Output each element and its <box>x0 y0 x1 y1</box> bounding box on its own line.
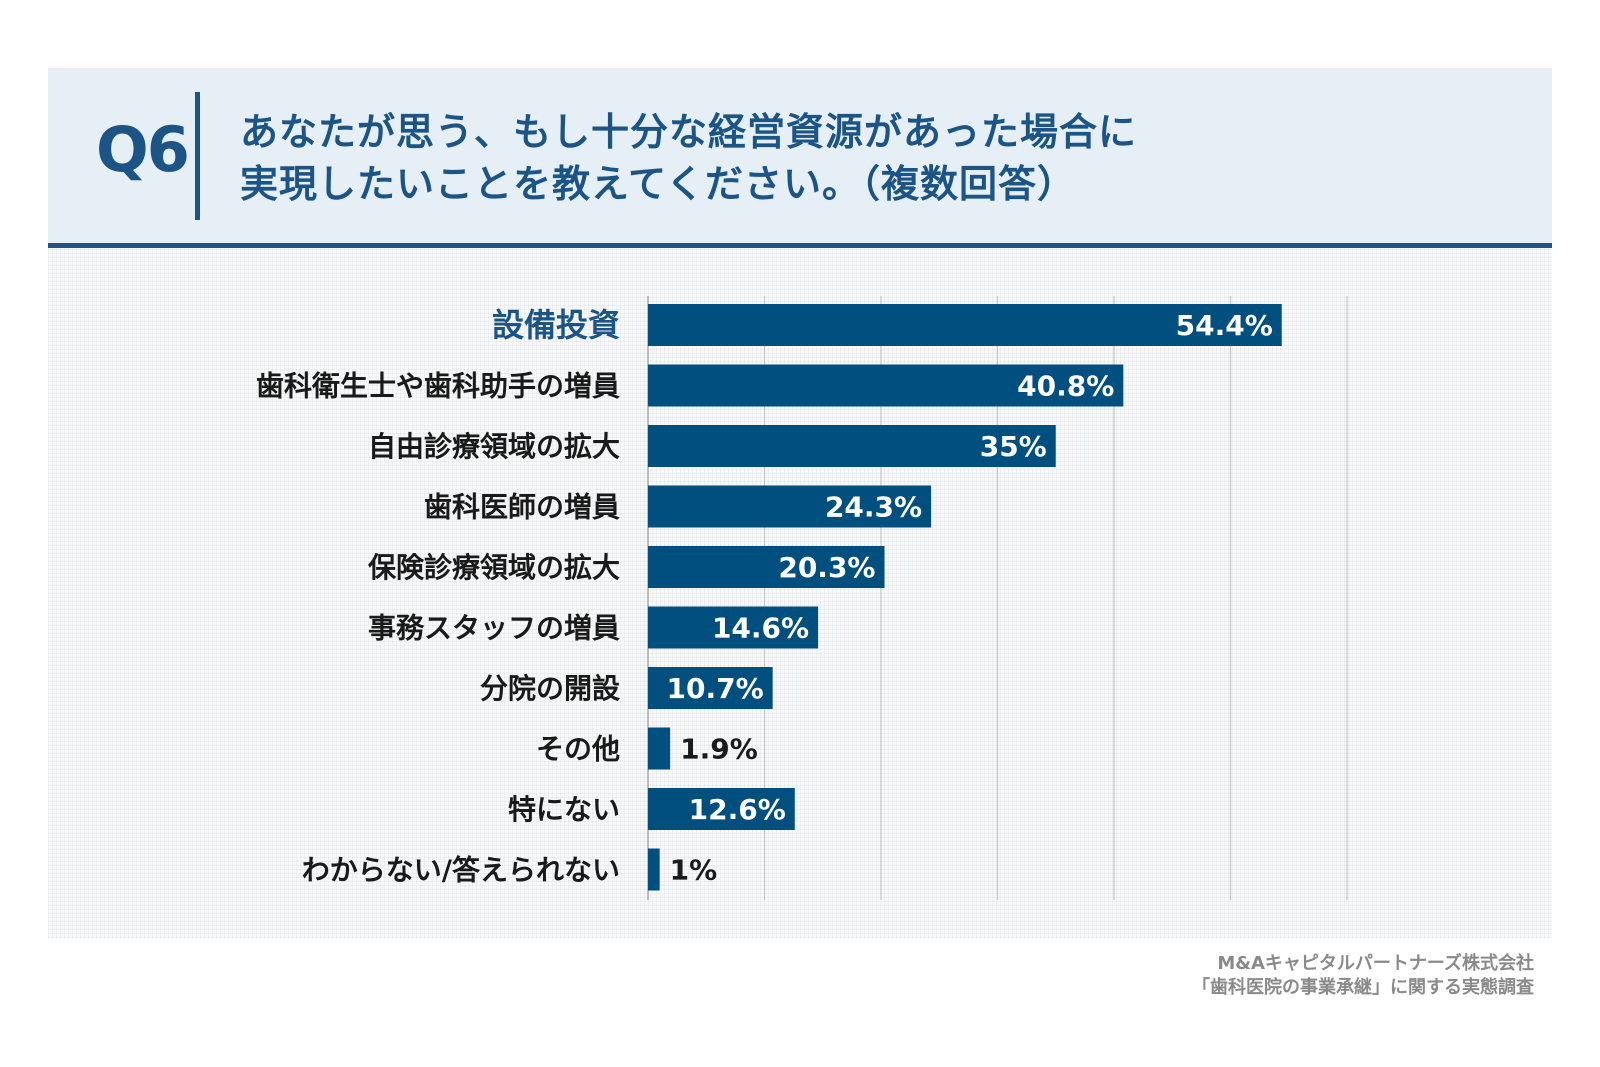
category-label: 特にない <box>508 793 620 826</box>
bar <box>648 425 1056 467</box>
category-label: 歯科衛生士や歯科助手の増員 <box>256 370 620 403</box>
value-label: 54.4% <box>1176 309 1273 342</box>
category-label: 自由診療領域の拡大 <box>368 430 620 463</box>
category-label: 保険診療領域の拡大 <box>368 551 620 584</box>
bar <box>648 485 932 528</box>
question-number: Q6 <box>96 113 190 186</box>
category-label: 分院の開設 <box>480 672 621 705</box>
bar <box>648 606 819 649</box>
value-label: 1% <box>670 854 718 887</box>
category-label: 設備投資 <box>492 306 620 344</box>
value-label: 40.8% <box>1017 370 1114 403</box>
header-divider <box>195 92 200 220</box>
category-label: わからない/答えられない <box>302 854 620 887</box>
question-text: あなたが思う、もし十分な経営資源があった場合に 実現したいことを教えてください。… <box>240 106 1137 210</box>
value-label: 35% <box>980 430 1047 463</box>
question-text-line-1: あなたが思う、もし十分な経営資源があった場合に <box>240 110 1138 154</box>
value-label: 20.3% <box>778 551 875 584</box>
bar <box>648 848 660 891</box>
category-label: 歯科医師の増員 <box>424 491 620 524</box>
question-header: Q6 あなたが思う、もし十分な経営資源があった場合に 実現したいことを教えてくだ… <box>48 68 1552 248</box>
value-label: 10.7% <box>667 672 764 705</box>
value-label: 14.6% <box>712 612 809 645</box>
value-label: 24.3% <box>825 491 922 524</box>
bar <box>648 304 1282 346</box>
category-label: 事務スタッフの増員 <box>368 612 620 645</box>
bar-chart: 設備投資 54.4% 歯科衛生士や歯科助手の増員 40.8% 自由診療領域の拡大 35% 歯… <box>256 296 1348 900</box>
bar <box>648 788 795 830</box>
source-survey: 「歯科医院の事業承継」に関する実態調査 <box>1192 977 1534 998</box>
bar <box>648 364 1124 407</box>
bar <box>648 727 671 770</box>
chart-area: 設備投資 54.4% 歯科衛生士や歯科助手の増員 40.8% 自由診療領域の拡大 35% 歯… <box>48 248 1552 938</box>
bar <box>648 667 773 709</box>
question-text-line-2: 実現したいことを教えてください。（複数回答） <box>240 162 1076 206</box>
value-label: 1.9% <box>680 733 758 766</box>
source-company: M&Aキャピタルパートナーズ株式会社 <box>1217 953 1534 974</box>
source-credit: M&Aキャピタルパートナーズ株式会社 「歯科医院の事業承継」に関する実態調査 <box>1192 952 1534 1000</box>
value-label: 12.6% <box>689 793 786 826</box>
bar <box>648 546 885 588</box>
category-label: その他 <box>536 733 620 766</box>
